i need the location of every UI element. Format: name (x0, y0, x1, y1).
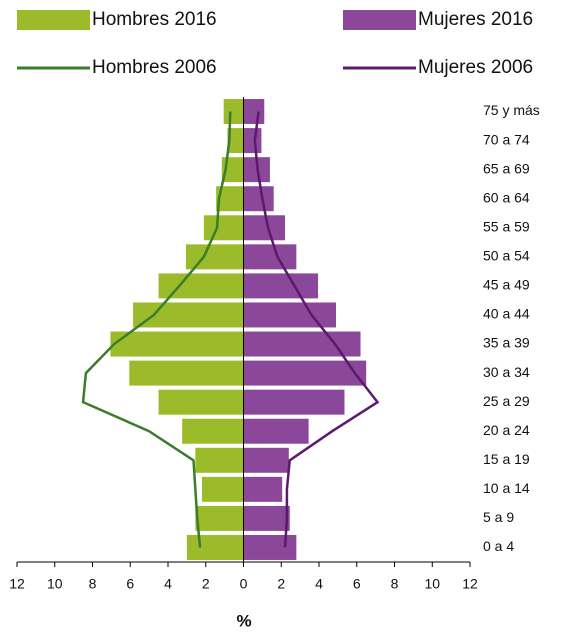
x-tick-label: 6 (126, 576, 134, 592)
category-label: 35 a 39 (483, 335, 530, 351)
bar (129, 360, 244, 386)
bar (186, 534, 244, 560)
category-label: 70 a 74 (483, 131, 530, 147)
bar (243, 505, 290, 531)
legend-label: Mujeres 2016 (418, 9, 533, 30)
bar (227, 128, 244, 154)
bar (243, 389, 345, 415)
bar (243, 331, 361, 357)
bar (243, 534, 297, 560)
category-label: 25 a 29 (483, 393, 530, 409)
bar (243, 476, 283, 502)
category-label: 75 y más (483, 102, 540, 118)
category-label: 50 a 54 (483, 248, 530, 264)
bar (223, 99, 244, 125)
bar (243, 186, 274, 212)
category-label: 40 a 44 (483, 306, 530, 322)
legend-label: Hombres 2016 (92, 9, 217, 30)
category-label: 60 a 64 (483, 189, 530, 205)
bar (182, 418, 244, 444)
bar (243, 447, 289, 473)
bar (203, 215, 244, 241)
x-tick-label: 4 (164, 576, 172, 592)
bar (133, 302, 244, 328)
category-label: 0 a 4 (483, 538, 514, 554)
x-tick-label: 8 (89, 576, 97, 592)
bar (243, 99, 265, 125)
category-label: 20 a 24 (483, 422, 530, 438)
x-tick-label: 2 (277, 576, 285, 592)
bar (110, 331, 244, 357)
bar (243, 215, 286, 241)
bar (195, 447, 244, 473)
line (81, 111, 232, 548)
x-axis-label: % (236, 611, 251, 630)
x-tick-label: 0 (240, 576, 248, 592)
legend-label: Hombres 2006 (92, 57, 217, 78)
legend-label: Mujeres 2006 (418, 57, 533, 78)
category-label: 45 a 49 (483, 277, 530, 293)
x-tick-label: 8 (391, 576, 399, 592)
category-label: 30 a 34 (483, 364, 530, 380)
x-tick-label: 12 (9, 576, 25, 592)
bar (195, 505, 244, 531)
legend-swatch (343, 10, 416, 30)
category-label: 55 a 59 (483, 218, 530, 234)
bar (243, 302, 336, 328)
bar (243, 244, 297, 270)
category-label: 65 a 69 (483, 160, 530, 176)
line (253, 111, 380, 548)
category-label: 5 a 9 (483, 509, 514, 525)
x-tick-label: 10 (47, 576, 63, 592)
category-label: 15 a 19 (483, 451, 530, 467)
bar (185, 244, 244, 270)
bar (243, 360, 367, 386)
bar (201, 476, 244, 502)
x-tick-label: 12 (462, 576, 478, 592)
bar (243, 418, 309, 444)
x-tick-label: 6 (353, 576, 361, 592)
x-tick-label: 10 (424, 576, 440, 592)
bar (243, 273, 319, 299)
legend-swatch (17, 10, 90, 30)
bar (158, 389, 244, 415)
x-tick-label: 4 (315, 576, 323, 592)
x-tick-label: 2 (202, 576, 210, 592)
bar (243, 128, 262, 154)
category-label: 10 a 14 (483, 480, 530, 496)
